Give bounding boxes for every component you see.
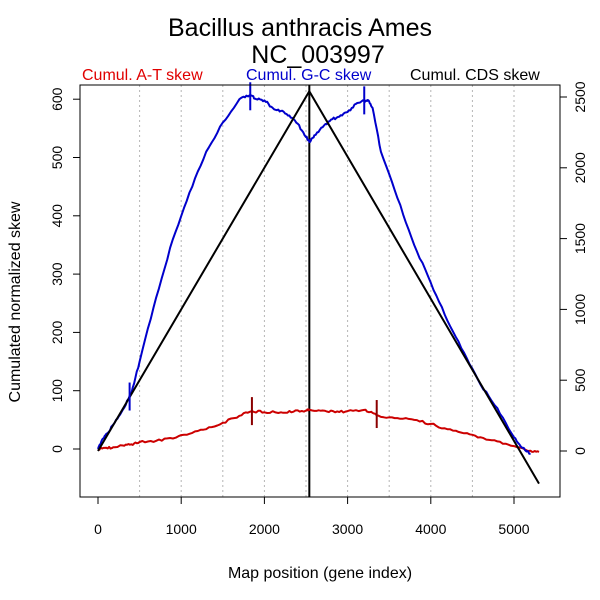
- legend-gc-skew: Cumul. G-C skew: [246, 67, 372, 84]
- x-tick-label: 5000: [498, 521, 529, 537]
- x-tick-label: 2000: [249, 521, 280, 537]
- x-tick-label: 0: [94, 521, 102, 537]
- series-line: [97, 90, 540, 485]
- x-tick-label: 1000: [166, 521, 197, 537]
- y-tick-label-right: 1000: [572, 294, 588, 325]
- x-axis-label: Map position (gene index): [228, 565, 412, 582]
- y-tick-label-right: 2000: [572, 152, 588, 183]
- chart-subtitle: NC_003997: [251, 41, 384, 69]
- y-tick-label-right: 2500: [572, 81, 588, 112]
- turning-point-markers: [128, 82, 378, 429]
- legend-at-skew: Cumul. A-T skew: [82, 67, 203, 84]
- grid-lines: [139, 85, 515, 497]
- x-axis: 0 1000 2000 3000 4000 5000: [94, 497, 530, 537]
- y-tick-label-right: 1500: [572, 223, 588, 254]
- y-tick-label-left: 200: [49, 321, 65, 345]
- y-tick-label-left: 500: [49, 146, 65, 170]
- y-tick-label-right: 500: [572, 368, 588, 392]
- y-axis-label: Cumulated normalized skew: [7, 201, 24, 402]
- legend-cds-skew: Cumul. CDS skew: [410, 67, 540, 84]
- x-tick-label: 3000: [332, 521, 363, 537]
- y-tick-label-left: 0: [49, 445, 65, 453]
- chart-title: Bacillus anthracis Ames: [168, 14, 432, 42]
- plot-lines: [97, 85, 540, 497]
- y-tick-label-right: 0: [572, 447, 588, 455]
- plot-frame: [79, 84, 561, 498]
- y-tick-label-left: 100: [49, 379, 65, 403]
- series-line: [97, 94, 531, 455]
- y-tick-label-left: 600: [49, 87, 65, 111]
- y-tick-label-left: 400: [49, 204, 65, 228]
- y-tick-label-left: 300: [49, 262, 65, 286]
- x-tick-label: 4000: [415, 521, 446, 537]
- series-line: [97, 408, 540, 453]
- y-axis-left: 0 100 200 300 400 500 600: [49, 87, 80, 453]
- y-axis-right: 0 500 1000 1500 2000 2500: [560, 81, 588, 455]
